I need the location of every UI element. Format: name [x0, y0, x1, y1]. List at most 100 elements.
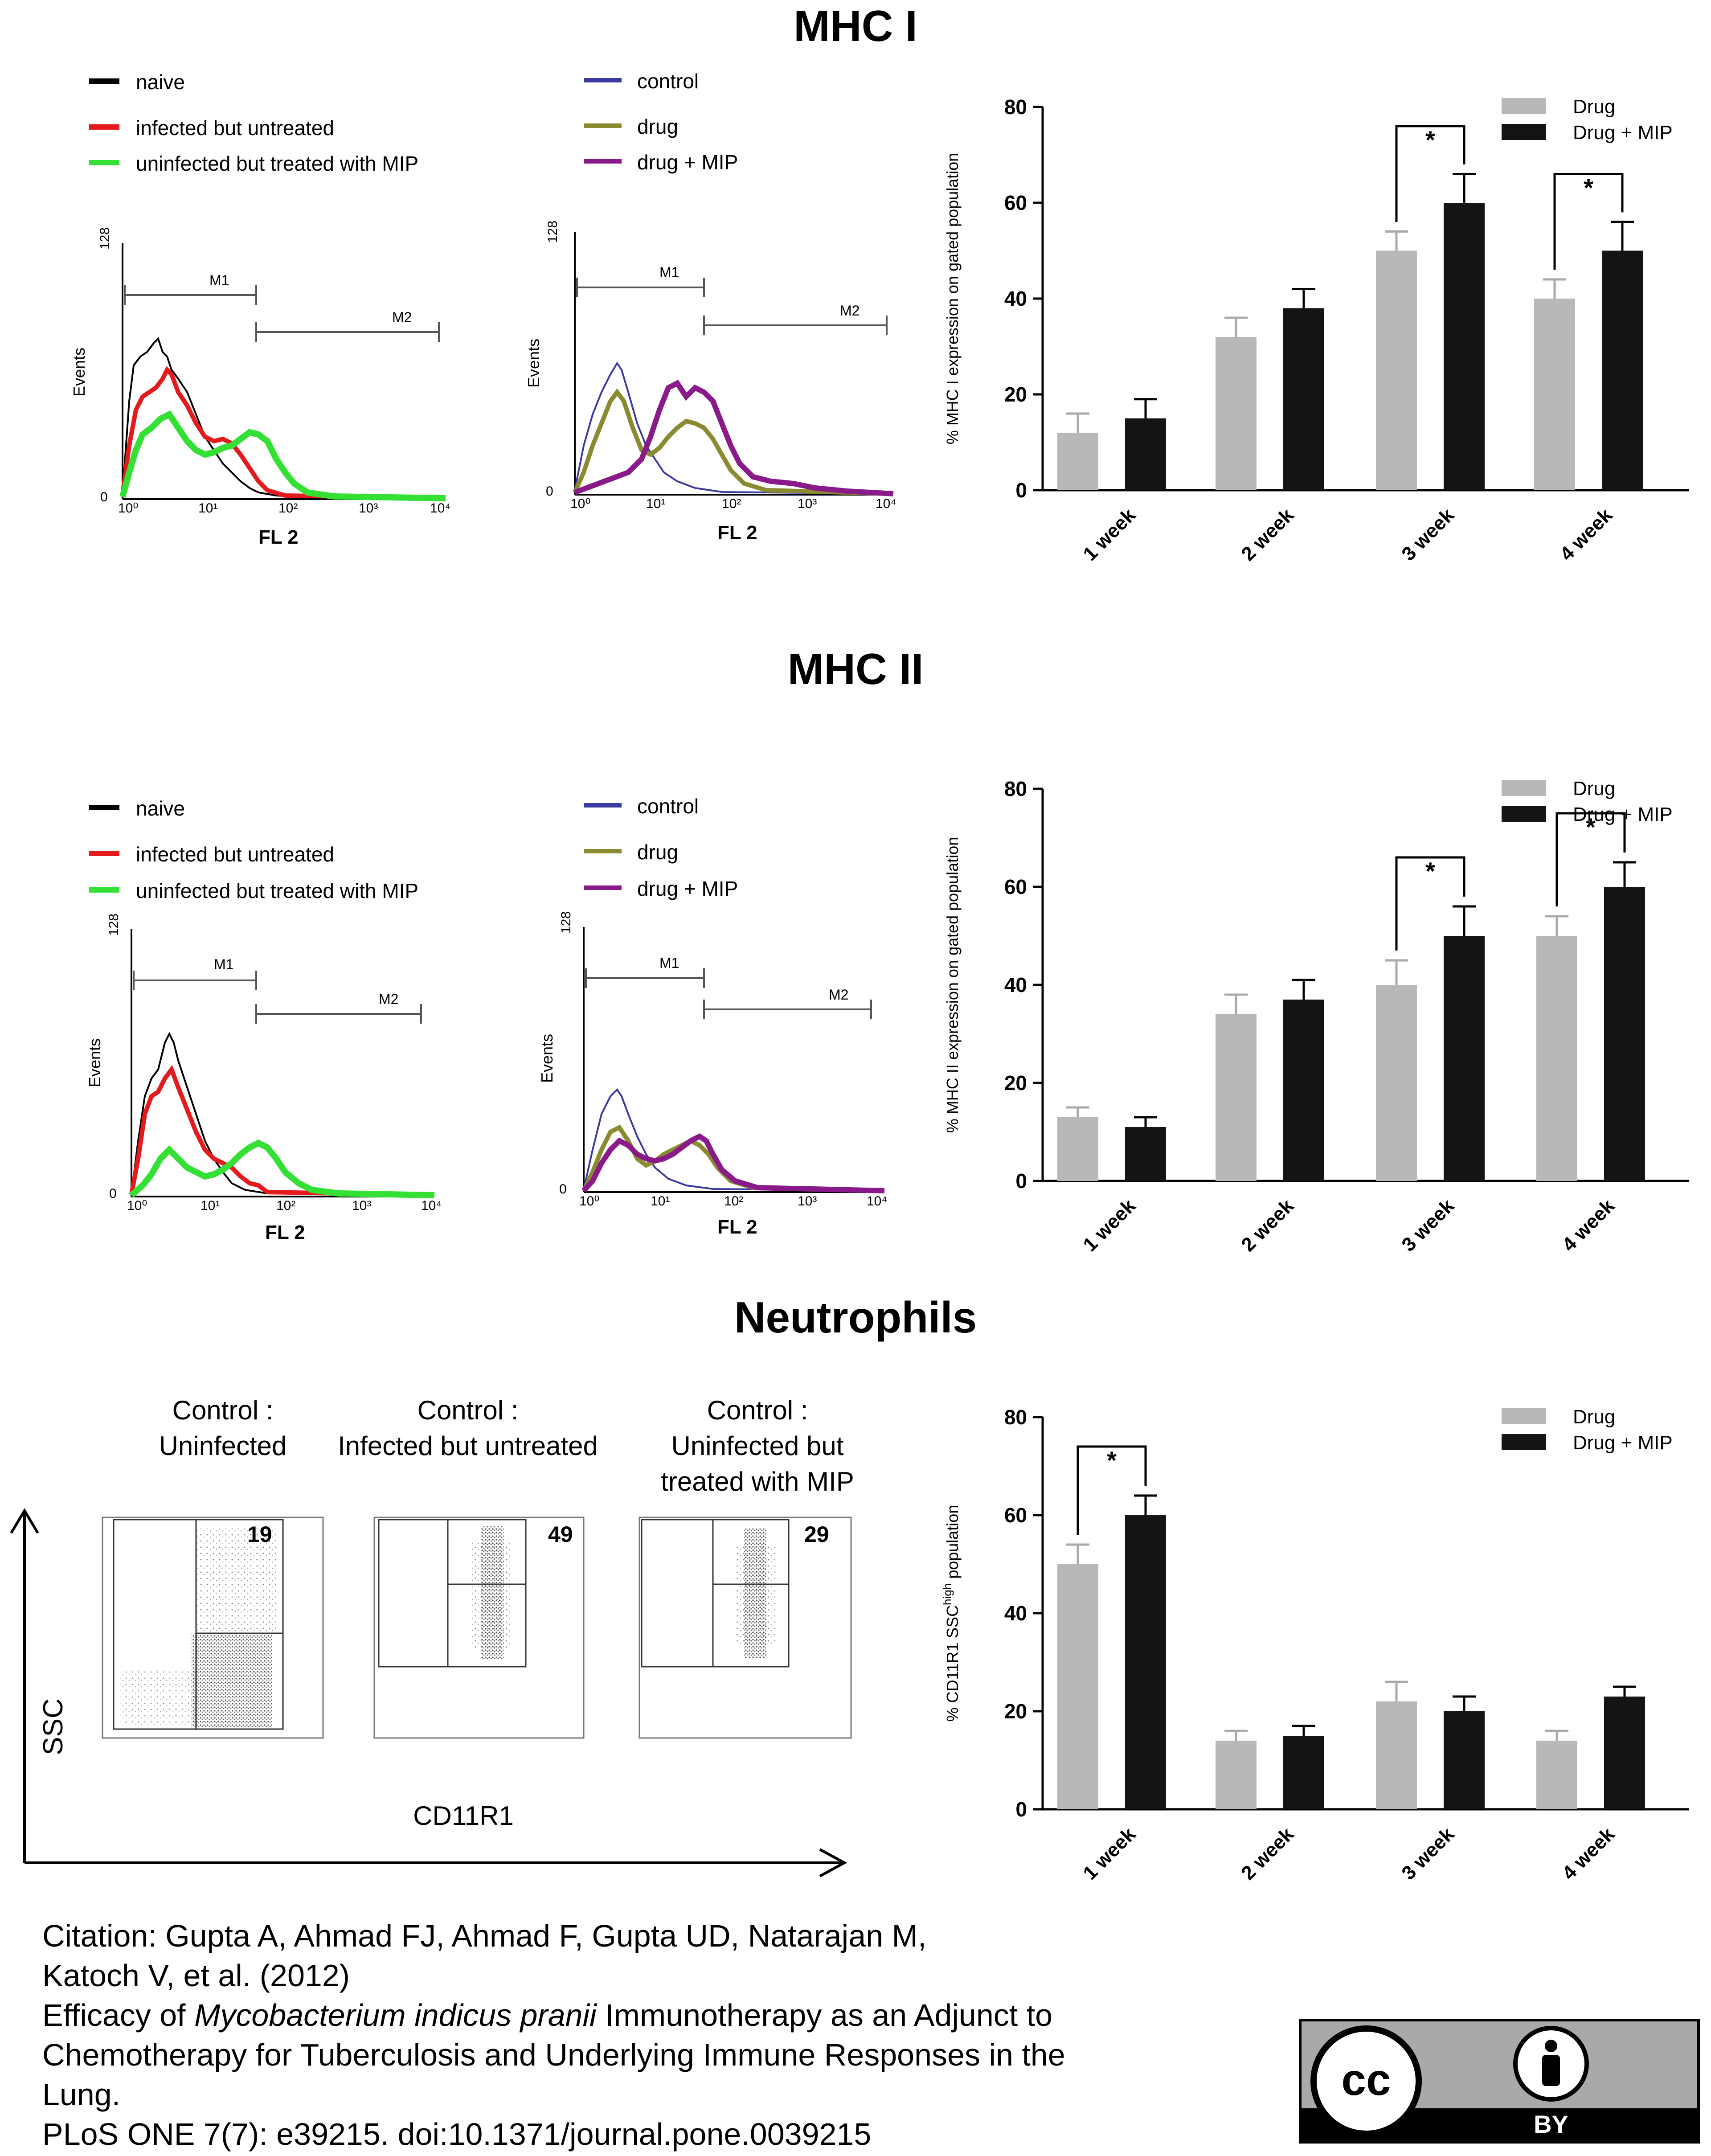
panel-2-value: 49 [548, 1522, 573, 1547]
y-tick-label: 0 [1015, 1798, 1027, 1821]
gate-m1: M1 [659, 955, 679, 971]
category-label: 3 week [1397, 1195, 1458, 1256]
mhc1-histogram-right: 128 0 Events FL 2 10⁰ 10¹ 10² 10³ 10⁴ M1… [524, 221, 896, 544]
legend-label-infected: infected but untreated [136, 116, 334, 139]
mhc1-legend-left: naive infected but untreated uninfected … [89, 70, 418, 175]
x-label: FL 2 [717, 522, 757, 544]
significance-bracket [1395, 856, 1465, 951]
citation-line-4: Chemotherapy for Tuberculosis and Underl… [42, 2037, 1065, 2072]
trace-naive [131, 1032, 435, 1196]
bar-drug-mip [1283, 1736, 1324, 1809]
legend-swatch [1502, 1408, 1546, 1424]
legend-label: Drug + MIP [1573, 122, 1673, 143]
significance-star: * [1425, 126, 1435, 154]
bar-drug [1376, 1701, 1417, 1809]
trace-infected [129, 1065, 435, 1197]
bar-drug [1216, 1014, 1257, 1181]
x-tick: 10¹ [201, 1198, 220, 1213]
category-label: 1 week [1079, 1823, 1140, 1884]
significance-bracket [1395, 125, 1465, 222]
gate-m2: M2 [829, 987, 848, 1003]
y-tick-min: 0 [546, 484, 553, 499]
legend-label: Drug + MIP [1573, 803, 1673, 825]
x-tick: 10⁴ [421, 1198, 442, 1213]
significance-bracket [1077, 1445, 1147, 1535]
bar-drug [1536, 936, 1577, 1181]
bar-drug-mip [1283, 1000, 1324, 1181]
y-tick-max: 128 [545, 221, 560, 243]
x-tick: 10⁴ [867, 1194, 887, 1209]
y-label: Events [70, 348, 88, 397]
citation-line-6: PLoS ONE 7(7): e39215. doi:10.1371/journ… [42, 2117, 872, 2152]
legend-swatch [1502, 1434, 1546, 1450]
y-tick-label: 0 [1015, 1169, 1027, 1193]
bar-drug [1057, 1117, 1098, 1181]
category-label: 2 week [1237, 504, 1298, 565]
bar-drug [1536, 1741, 1577, 1809]
cc-by-badge[interactable]: cc BY [1299, 2019, 1700, 2144]
neutrophil-dotplots: SSC CD11R1 19 49 29 [10, 1508, 852, 1877]
trace-uninfected-mip [129, 1139, 435, 1198]
y-axis-label: % MHC II expression on gated population [943, 837, 962, 1133]
gate-m2: M2 [392, 309, 412, 325]
legend-label: Drug + MIP [1573, 1432, 1673, 1454]
bar-drug-mip [1604, 1697, 1645, 1809]
trace-drug [581, 1124, 885, 1193]
y-axis-label: % CD11R1 SSChigh population [941, 1505, 962, 1722]
bar-drug [1534, 299, 1575, 490]
category-label: 4 week [1558, 1823, 1619, 1884]
y-tick-max: 128 [98, 227, 112, 250]
y-tick-label: 20 [1004, 1700, 1027, 1723]
panel-2-title: Control : Infected but untreated [338, 1395, 598, 1461]
x-tick: 10¹ [646, 496, 665, 511]
by-text: BY [1534, 2110, 1568, 2138]
significance-star: * [1425, 857, 1435, 885]
legend-label-control: control [637, 70, 699, 93]
y-tick-label: 20 [1004, 383, 1027, 406]
legend-label-uninfected-mip: uninfected but treated with MIP [136, 152, 418, 175]
mhc2-title: MHC II [787, 644, 924, 693]
significance-star: * [1586, 813, 1596, 841]
x-tick: 10⁰ [127, 1198, 147, 1213]
mhc2-histogram-right: 128 0 Events FL 2 10⁰ 10¹ 10² 10³ 10⁴ M1… [538, 911, 887, 1238]
legend-label-drug-mip: drug + MIP [637, 151, 738, 174]
legend-label-infected: infected but untreated [136, 843, 334, 866]
mhc2-legend-left: naive infected but untreated uninfected … [89, 797, 418, 902]
x-tick: 10² [724, 1194, 743, 1209]
y-tick-label: 80 [1004, 777, 1027, 800]
trace-control [583, 1088, 885, 1192]
bar-drug-mip [1125, 418, 1166, 490]
dotplot-panel-1: 19 [102, 1517, 324, 1739]
dotplot-panel-3: 29 [639, 1517, 852, 1739]
panel-3-title: Control : Uninfected but treated with MI… [661, 1395, 854, 1496]
cc-logo-text: cc [1341, 2055, 1391, 2105]
gate-m2: M2 [840, 303, 860, 319]
y-label: Events [524, 339, 543, 388]
y-tick-label: 40 [1004, 1602, 1027, 1625]
y-tick-label: 20 [1004, 1071, 1027, 1094]
y-axis-label: % MHC I expression on gated population [943, 153, 962, 444]
y-tick-label: 60 [1004, 191, 1027, 214]
trace-drug-mip [581, 1133, 885, 1193]
y-tick-min: 0 [100, 490, 108, 504]
trace-drug-mip [573, 380, 894, 496]
mhc2-histogram-left: 128 0 Events FL 2 10⁰ 10¹ 10² 10³ 10⁴ M1… [86, 914, 442, 1243]
x-tick: 10⁴ [876, 496, 896, 511]
panel-1-title: Control : Uninfected [159, 1395, 287, 1461]
y-tick-min: 0 [559, 1182, 567, 1197]
x-tick: 10³ [798, 1194, 817, 1209]
category-label: 3 week [1397, 504, 1458, 565]
x-tick: 10³ [798, 496, 817, 511]
legend-label-naive: naive [136, 70, 185, 94]
gate-m2: M2 [379, 991, 398, 1007]
trace-infected [120, 366, 446, 500]
bar-drug-mip [1444, 1711, 1485, 1809]
trace-uninfected-mip [119, 410, 446, 501]
legend-swatch [1502, 124, 1546, 140]
legend-swatch [1502, 780, 1546, 796]
significance-star: * [1584, 174, 1593, 202]
category-label: 2 week [1237, 1195, 1298, 1256]
bar-drug [1216, 1741, 1257, 1809]
bar-drug [1057, 1564, 1098, 1809]
x-tick: 10² [276, 1198, 295, 1213]
